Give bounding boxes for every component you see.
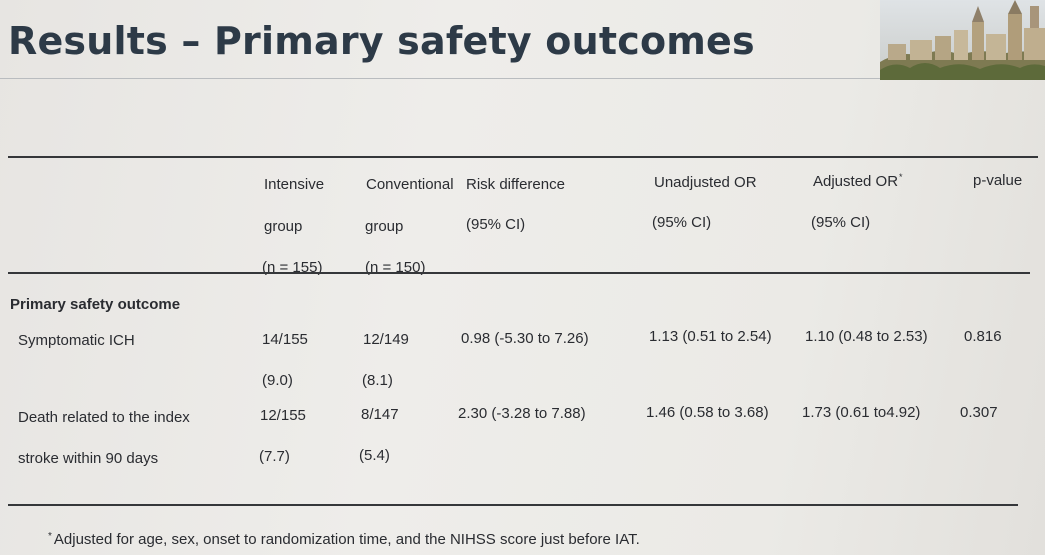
header-adjusted-or-line2: (95% CI) [811,214,871,231]
row-conventional-percent: (8.1) [362,372,393,389]
city-skyline-image [880,0,1045,80]
title-divider [0,78,1045,79]
footnote: * Adjusted for age, sex, onset to randomi… [48,528,640,549]
header-intensive-line1: Intensive [264,176,325,193]
row-adjusted-or: 1.73 (0.61 to4.92) [802,404,921,421]
header-adjusted-or-line1: Adjusted OR* [813,173,903,191]
row-intensive-percent: (7.7) [259,448,290,465]
row-p-value: 0.816 [964,328,1002,345]
header-intensive-line3: (n = 155) [262,259,323,276]
header-unadjusted-or-line2: (95% CI) [652,214,712,231]
row-conventional-percent: (5.4) [359,447,390,464]
row-unadjusted-or: 1.13 (0.51 to 2.54) [649,328,772,345]
footnote-text: Adjusted for age, sex, onset to randomiz… [53,531,640,548]
row-risk-difference: 0.98 (-5.30 to 7.26) [461,330,589,347]
slide-title: Results – Primary safety outcomes [8,19,755,63]
row-adjusted-or: 1.10 (0.48 to 2.53) [805,328,928,345]
row-label-line2: stroke within 90 days [18,450,159,467]
row-label-line1: Death related to the index [18,409,190,426]
header-conventional-line2: group [365,218,404,235]
row-intensive-count: 12/155 [260,407,306,424]
header-unadjusted-or-line1: Unadjusted OR [654,174,757,191]
row-conventional-count: 8/147 [361,406,399,423]
header-risk-difference-line1: Risk difference [466,176,565,193]
row-conventional-count: 12/149 [363,331,409,348]
header-adjusted-or-footnote-mark: * [899,172,903,182]
header-adjusted-or-label: Adjusted OR [813,173,899,190]
row-intensive-percent: (9.0) [262,372,293,389]
row-risk-difference: 2.30 (-3.28 to 7.88) [458,405,586,422]
header-p-value: p-value [973,172,1023,189]
row-intensive-count: 14/155 [262,331,308,348]
section-label: Primary safety outcome [10,296,181,313]
row-p-value: 0.307 [960,404,998,421]
row-unadjusted-or: 1.46 (0.58 to 3.68) [646,404,769,421]
table-header-rule [8,272,1030,274]
row-label: Symptomatic ICH [18,332,135,349]
header-conventional-line1: Conventional [366,176,454,193]
table-top-rule [8,156,1038,158]
table-bottom-rule [8,504,1018,506]
header-conventional-line3: (n = 150) [365,259,426,276]
footnote-mark: * [48,531,52,542]
header-risk-difference-line2: (95% CI) [466,216,526,233]
header-intensive-line2: group [264,218,303,235]
